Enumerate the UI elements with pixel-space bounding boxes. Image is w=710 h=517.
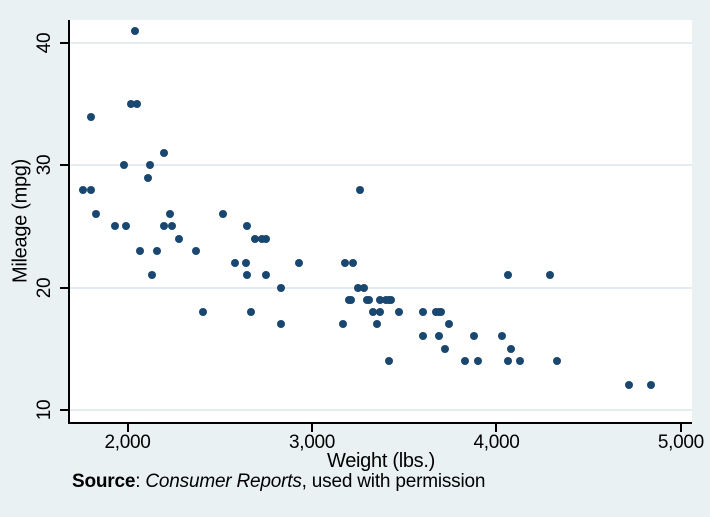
data-point — [368, 308, 377, 317]
x-tick-label: 4,000 — [473, 432, 520, 453]
data-point — [503, 356, 512, 365]
data-point — [418, 332, 427, 341]
data-point — [647, 381, 656, 390]
data-point — [276, 283, 285, 292]
y-axis-line — [68, 20, 70, 424]
x-tick-mark — [311, 424, 313, 432]
data-point — [143, 173, 152, 182]
data-point — [247, 308, 256, 317]
x-tick-label: 2,000 — [104, 432, 151, 453]
data-point — [167, 222, 176, 231]
data-point — [444, 320, 453, 329]
data-point — [276, 320, 285, 329]
data-point — [470, 332, 479, 341]
y-tick-mark — [60, 286, 68, 289]
data-point — [258, 234, 267, 243]
y-axis-title: Mileage (mpg) — [9, 159, 32, 283]
data-point — [440, 344, 449, 353]
data-point — [136, 246, 145, 255]
data-point — [355, 185, 364, 194]
data-point — [165, 210, 174, 219]
data-point — [121, 222, 130, 231]
data-point — [295, 259, 304, 268]
y-gridline — [70, 286, 692, 289]
data-point — [385, 295, 394, 304]
y-tick-label: 20 — [34, 277, 55, 298]
data-point — [339, 320, 348, 329]
data-point — [243, 222, 252, 231]
y-tick-label: 40 — [34, 32, 55, 54]
data-point — [553, 356, 562, 365]
x-tick-mark — [126, 424, 129, 432]
data-point — [344, 295, 353, 304]
x-axis-line — [68, 422, 692, 424]
data-point — [372, 320, 381, 329]
data-point — [507, 344, 516, 353]
data-point — [516, 356, 525, 365]
x-tick-label: 3,000 — [288, 432, 336, 453]
data-point — [359, 283, 368, 292]
data-point — [363, 295, 372, 304]
data-point — [348, 259, 357, 268]
x-tick-mark — [495, 424, 498, 432]
data-point — [498, 332, 506, 341]
data-point — [503, 271, 512, 280]
y-tick-label: 10 — [34, 399, 55, 421]
y-tick-mark — [60, 42, 68, 45]
data-point — [92, 210, 101, 219]
data-point — [86, 185, 95, 194]
data-point — [147, 271, 156, 280]
y-gridline — [70, 42, 692, 45]
data-point — [418, 308, 427, 317]
data-point — [127, 100, 136, 109]
data-point — [175, 234, 184, 243]
y-tick-mark — [60, 408, 68, 411]
data-point — [132, 100, 141, 109]
data-point — [160, 222, 169, 231]
x-tick-mark — [679, 424, 682, 432]
data-point — [376, 295, 385, 304]
data-point — [474, 356, 483, 365]
data-point — [394, 308, 403, 317]
data-point — [199, 308, 208, 317]
data-point — [385, 356, 394, 365]
data-point — [354, 283, 363, 292]
data-point — [191, 246, 200, 255]
x-tick-label: 5,000 — [657, 432, 704, 453]
data-point — [545, 271, 554, 280]
data-point — [625, 381, 634, 390]
plot-area — [70, 20, 692, 422]
data-point — [219, 210, 228, 219]
data-point — [241, 259, 250, 268]
data-point — [160, 149, 169, 158]
data-point — [130, 26, 139, 35]
y-tick-label: 30 — [34, 155, 55, 176]
y-gridline — [70, 408, 692, 411]
y-gridline — [70, 164, 692, 167]
source-note-suffix: , used with permission — [301, 471, 486, 492]
y-tick-mark — [60, 164, 68, 167]
data-point — [230, 259, 239, 268]
source-note: Source: Consumer Reports, used with perm… — [72, 471, 485, 493]
source-note-label: Source — [72, 471, 136, 492]
data-point — [110, 222, 119, 231]
data-point — [145, 161, 154, 170]
source-note-separator: : — [135, 471, 146, 492]
data-point — [461, 356, 470, 365]
data-point — [437, 308, 446, 317]
data-point — [435, 332, 444, 341]
data-point — [86, 112, 95, 121]
data-point — [119, 161, 128, 170]
source-note-publication: Consumer Reports — [145, 471, 302, 492]
data-point — [79, 185, 88, 194]
data-point — [250, 234, 259, 243]
data-point — [153, 246, 162, 255]
x-axis-title: Weight (lbs.) — [327, 450, 435, 472]
data-point — [341, 259, 350, 268]
data-point — [376, 308, 385, 317]
data-point — [261, 271, 270, 280]
data-point — [243, 271, 252, 280]
